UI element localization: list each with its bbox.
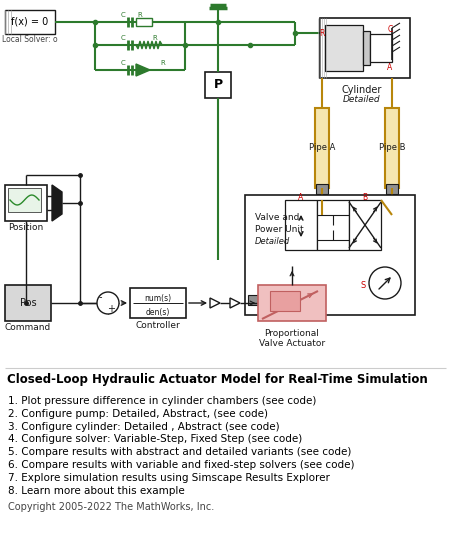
FancyBboxPatch shape xyxy=(245,195,415,315)
Text: Detailed: Detailed xyxy=(255,237,290,246)
FancyBboxPatch shape xyxy=(370,34,392,62)
FancyBboxPatch shape xyxy=(5,10,55,34)
Text: A: A xyxy=(387,63,393,73)
Polygon shape xyxy=(52,185,62,221)
FancyBboxPatch shape xyxy=(136,18,152,26)
Text: Valve Actuator: Valve Actuator xyxy=(259,339,325,348)
FancyBboxPatch shape xyxy=(5,185,47,221)
FancyBboxPatch shape xyxy=(315,108,329,188)
Text: Position: Position xyxy=(9,224,44,233)
Text: R: R xyxy=(138,12,143,18)
Polygon shape xyxy=(210,298,220,308)
Circle shape xyxy=(97,292,119,314)
Text: +: + xyxy=(107,304,115,314)
FancyBboxPatch shape xyxy=(320,18,410,78)
Text: 7. Explore simulation results using Simscape Results Explorer: 7. Explore simulation results using Sims… xyxy=(8,473,330,483)
FancyBboxPatch shape xyxy=(8,188,41,212)
FancyBboxPatch shape xyxy=(385,108,399,188)
Text: Copyright 2005-2022 The MathWorks, Inc.: Copyright 2005-2022 The MathWorks, Inc. xyxy=(8,503,214,512)
Text: -: - xyxy=(98,292,102,302)
Text: B: B xyxy=(363,193,368,203)
Text: Pipe A: Pipe A xyxy=(309,143,335,153)
Polygon shape xyxy=(230,298,240,308)
FancyBboxPatch shape xyxy=(325,25,363,71)
Text: f(x) = 0: f(x) = 0 xyxy=(11,17,49,27)
Text: R: R xyxy=(152,35,157,41)
Text: C: C xyxy=(120,35,125,41)
Text: Valve and: Valve and xyxy=(255,213,299,223)
Text: Closed-Loop Hydraulic Actuator Model for Real-Time Simulation: Closed-Loop Hydraulic Actuator Model for… xyxy=(7,373,428,386)
FancyBboxPatch shape xyxy=(317,200,349,250)
FancyBboxPatch shape xyxy=(386,184,398,194)
Text: 8. Learn more about this example: 8. Learn more about this example xyxy=(8,485,185,495)
Text: 5. Compare results with abstract and detailed variants (see code): 5. Compare results with abstract and det… xyxy=(8,447,351,457)
Text: Controller: Controller xyxy=(136,321,180,331)
FancyBboxPatch shape xyxy=(270,291,300,311)
FancyBboxPatch shape xyxy=(258,285,326,321)
Polygon shape xyxy=(136,64,150,76)
Text: num(s): num(s) xyxy=(144,294,171,302)
Text: 4. Configure solver: Variable-Step, Fixed Step (see code): 4. Configure solver: Variable-Step, Fixe… xyxy=(8,434,302,445)
FancyBboxPatch shape xyxy=(316,184,328,194)
Text: den(s): den(s) xyxy=(146,307,170,316)
Text: Detailed: Detailed xyxy=(343,95,381,105)
Text: Pos: Pos xyxy=(20,298,37,308)
FancyBboxPatch shape xyxy=(363,31,370,65)
Text: Proportional: Proportional xyxy=(265,329,319,338)
Text: 6. Compare results with variable and fixed-step solvers (see code): 6. Compare results with variable and fix… xyxy=(8,460,354,470)
Text: Power Unit: Power Unit xyxy=(255,225,304,235)
FancyBboxPatch shape xyxy=(130,288,186,318)
Text: C: C xyxy=(387,25,393,35)
Text: Cylinder: Cylinder xyxy=(342,85,382,95)
FancyBboxPatch shape xyxy=(285,200,317,250)
Text: P: P xyxy=(213,78,222,91)
Text: 1. Plot pressure difference in cylinder chambers (see code): 1. Plot pressure difference in cylinder … xyxy=(8,396,316,406)
Text: R: R xyxy=(161,60,166,66)
Text: 3. Configure cylinder: Detailed , Abstract (see code): 3. Configure cylinder: Detailed , Abstra… xyxy=(8,422,280,431)
Circle shape xyxy=(369,267,401,299)
Text: C: C xyxy=(120,12,125,18)
Text: R: R xyxy=(319,29,325,37)
Text: 2. Configure pump: Detailed, Abstract, (see code): 2. Configure pump: Detailed, Abstract, (… xyxy=(8,409,268,419)
Text: Pipe B: Pipe B xyxy=(379,143,405,153)
FancyBboxPatch shape xyxy=(205,72,231,98)
Text: Command: Command xyxy=(5,322,51,332)
FancyBboxPatch shape xyxy=(248,295,260,305)
FancyBboxPatch shape xyxy=(349,200,381,250)
Text: Local Solver: o: Local Solver: o xyxy=(2,35,58,45)
Text: C: C xyxy=(120,60,125,66)
FancyBboxPatch shape xyxy=(5,285,51,321)
Text: A: A xyxy=(299,193,304,203)
Text: S: S xyxy=(360,280,366,289)
